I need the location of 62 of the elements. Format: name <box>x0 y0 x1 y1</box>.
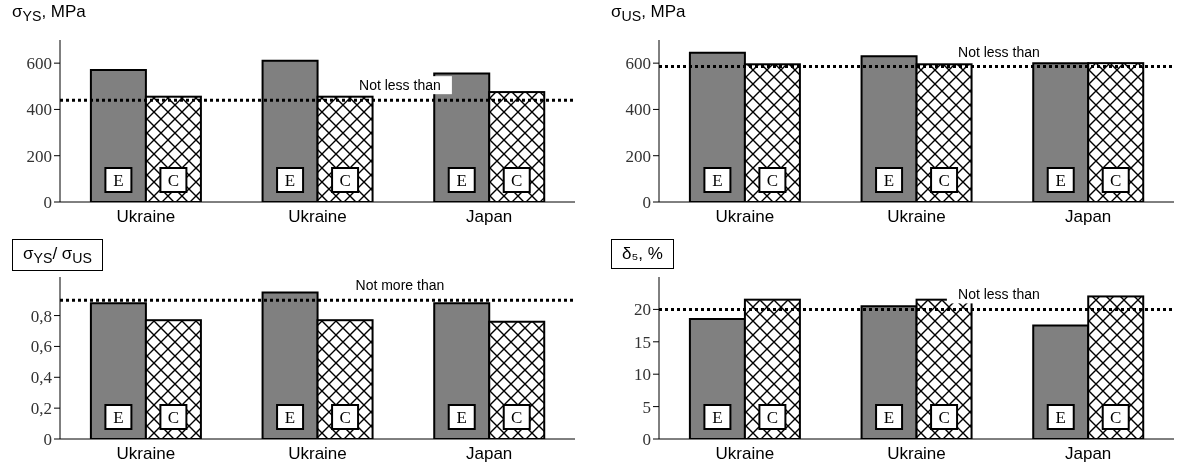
y-axis-title: σ$_{YS}$/ σ$_{US}$ <box>12 239 104 272</box>
y-tick-label: 0,8 <box>30 306 52 326</box>
text: E <box>1055 408 1066 427</box>
text: E <box>883 171 895 190</box>
y-axis-title: σ$_{YS}$, MPa <box>12 2 86 25</box>
x-tick-label: Ukraine <box>887 444 946 464</box>
y-tick-label: 0,6 <box>30 337 52 357</box>
legend-label: C <box>766 171 779 190</box>
y-tick-label: 10 <box>634 365 651 385</box>
x-tick-label: Japan <box>1065 207 1112 227</box>
y-tick-label: 200 <box>26 146 52 166</box>
y-tick-label: 400 <box>26 100 52 120</box>
text: C <box>1110 408 1122 427</box>
y-tick-label: 400 <box>625 100 651 120</box>
text: E <box>284 408 296 427</box>
y-tick-label: 600 <box>26 54 52 74</box>
x-tick-label: Ukraine <box>887 207 946 227</box>
y-tick-label: 20 <box>634 300 651 320</box>
y-axis-title: σ$_{US}$, MPa <box>611 2 686 25</box>
y-tick-label: 600 <box>625 54 651 74</box>
y-tick-label: 0 <box>43 193 52 213</box>
ref-line-label: Not less than <box>359 77 441 94</box>
y-tick-label: 0 <box>642 193 651 213</box>
text: E <box>883 408 895 427</box>
y-tick-label: 5 <box>642 397 651 417</box>
series-label: E <box>712 408 723 427</box>
x-tick-label: Ukraine <box>288 207 347 227</box>
text: C <box>511 408 523 427</box>
legend-label: C <box>167 408 180 427</box>
text: C <box>339 408 351 427</box>
y-tick-label: 15 <box>634 332 651 352</box>
ref-line-label: Not less than <box>958 43 1040 60</box>
x-tick-label: Japan <box>1065 444 1112 464</box>
ref-line-label: Not less than <box>958 286 1040 303</box>
y-axis-title: δ₅, % <box>611 239 674 269</box>
text: E <box>456 171 467 190</box>
x-tick-label: Ukraine <box>715 207 775 227</box>
text: E <box>284 171 296 190</box>
series-label: E <box>712 171 723 190</box>
x-tick-label: Japan <box>466 207 513 227</box>
x-tick-label: Ukraine <box>288 444 347 464</box>
legend-label: C <box>766 408 779 427</box>
text: C <box>511 171 523 190</box>
legend-label: C <box>167 171 180 190</box>
y-tick-label: 0 <box>43 430 52 450</box>
x-tick-label: Ukraine <box>116 444 176 464</box>
x-tick-label: Ukraine <box>715 444 775 464</box>
x-tick-label: Japan <box>466 444 513 464</box>
y-tick-label: 200 <box>625 146 651 166</box>
text: C <box>339 171 351 190</box>
text: E <box>456 408 467 427</box>
series-label: E <box>113 171 124 190</box>
y-tick-label: 0 <box>642 430 651 450</box>
ref-line-label: Not more than <box>355 277 445 294</box>
text: C <box>938 408 950 427</box>
text: E <box>1055 171 1066 190</box>
y-tick-label: 0,2 <box>30 399 52 419</box>
text: C <box>938 171 950 190</box>
y-tick-label: 0,4 <box>30 368 53 388</box>
text: C <box>1110 171 1122 190</box>
series-label: E <box>113 408 124 427</box>
x-tick-label: Ukraine <box>116 207 176 227</box>
